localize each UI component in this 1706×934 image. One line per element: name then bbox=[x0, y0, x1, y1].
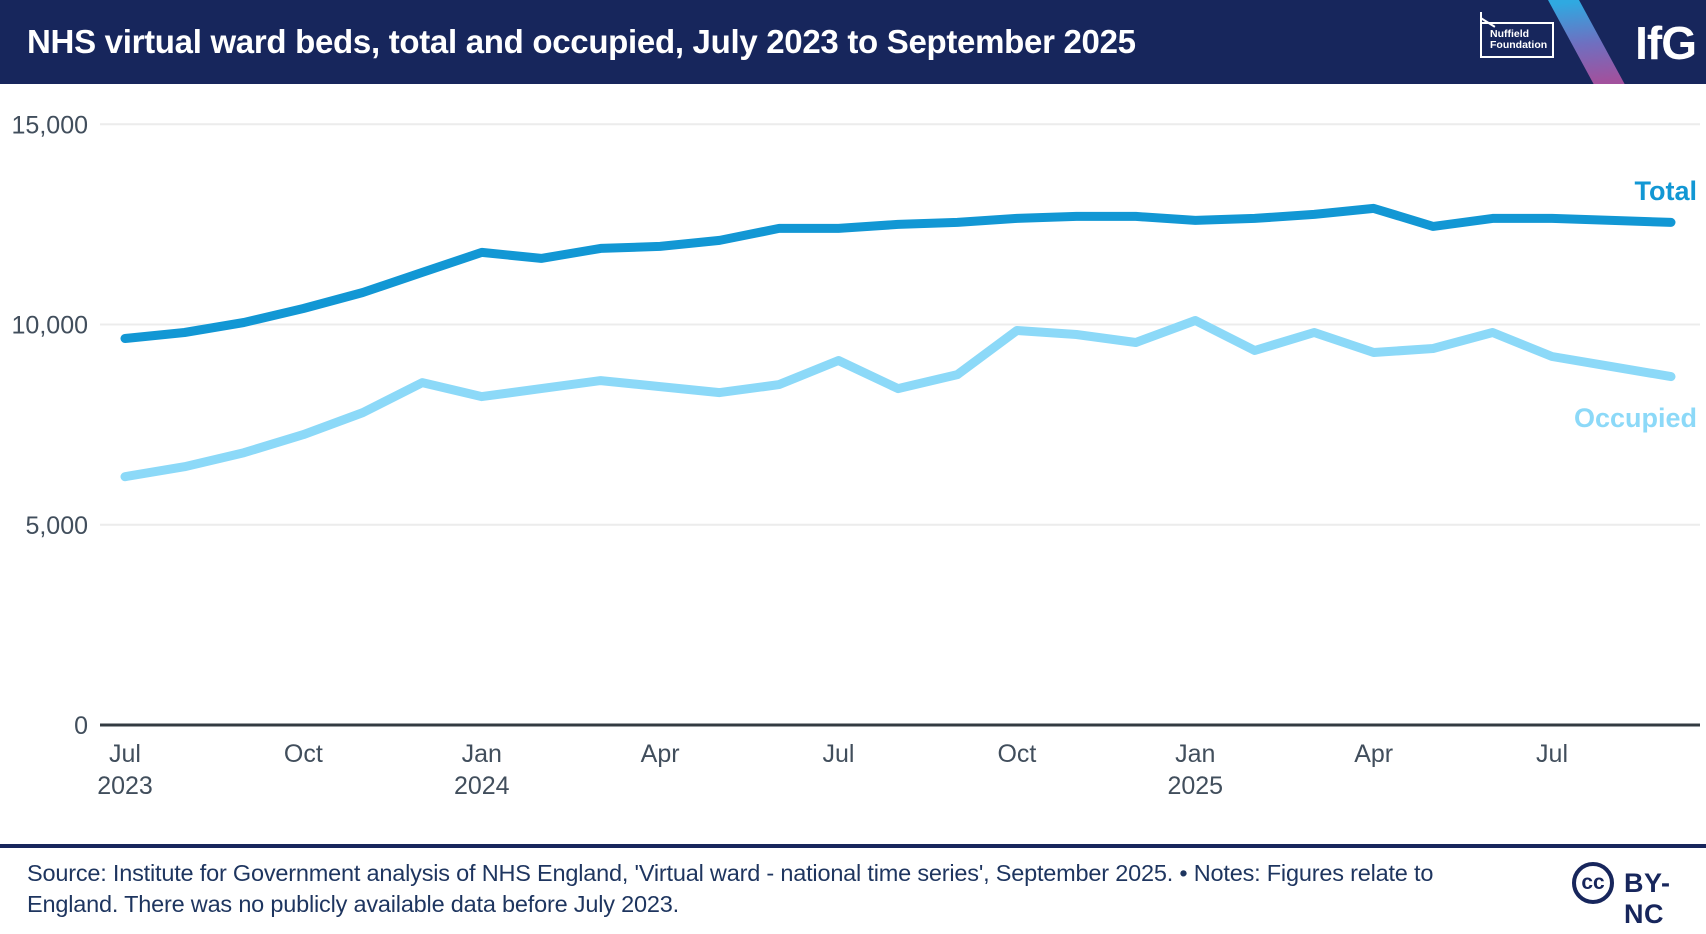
x-tick-month-12: Jul bbox=[823, 740, 855, 768]
x-tick-month-0: Jul bbox=[109, 740, 141, 768]
cc-by-nc-badge: cc BY-NC bbox=[1572, 862, 1702, 929]
line-series-occupied bbox=[120, 316, 1676, 482]
nuffield-logo-line2: Foundation bbox=[1490, 39, 1548, 51]
source-note-text: Source: Institute for Government analysi… bbox=[27, 860, 1434, 917]
x-tick-month-15: Oct bbox=[997, 740, 1036, 768]
x-tick-month-9: Apr bbox=[641, 740, 680, 768]
ifg-logo: IfG bbox=[1635, 17, 1697, 69]
header-bar: NHS virtual ward beds, total and occupie… bbox=[0, 0, 1706, 84]
series-label-total: Total bbox=[1635, 176, 1698, 206]
series-label-occupied: Occupied bbox=[1574, 403, 1697, 433]
nuffield-foundation-logo: Nuffield Foundation bbox=[1479, 12, 1554, 58]
y-tick-label-0: 0 bbox=[74, 712, 88, 740]
x-tick-month-3: Oct bbox=[284, 740, 323, 768]
y-tick-label-10000: 10,000 bbox=[12, 312, 88, 340]
creative-commons-icon: cc bbox=[1572, 862, 1614, 904]
x-tick-year-2024: 2024 bbox=[454, 772, 510, 800]
x-tick-month-18: Jan bbox=[1175, 740, 1215, 768]
footer-divider bbox=[0, 844, 1706, 848]
nuffield-logo-notch-diagonal bbox=[1479, 17, 1496, 28]
y-tick-label-5000: 5,000 bbox=[25, 512, 88, 540]
x-tick-year-2023: 2023 bbox=[97, 772, 153, 800]
x-tick-month-21: Apr bbox=[1354, 740, 1393, 768]
x-tick-year-2025: 2025 bbox=[1167, 772, 1223, 800]
chart-title: NHS virtual ward beds, total and occupie… bbox=[27, 23, 1136, 60]
ifg-brand-stripe bbox=[1548, 0, 1625, 84]
x-tick-month-6: Jan bbox=[462, 740, 502, 768]
x-tick-month-24: Jul bbox=[1536, 740, 1568, 768]
y-tick-label-15000: 15,000 bbox=[12, 111, 88, 139]
line-series-total bbox=[120, 203, 1676, 343]
nuffield-logo-text: Nuffield Foundation bbox=[1490, 29, 1547, 51]
nuffield-logo-line1: Nuffield bbox=[1490, 28, 1530, 40]
license-label: BY-NC bbox=[1624, 868, 1671, 929]
